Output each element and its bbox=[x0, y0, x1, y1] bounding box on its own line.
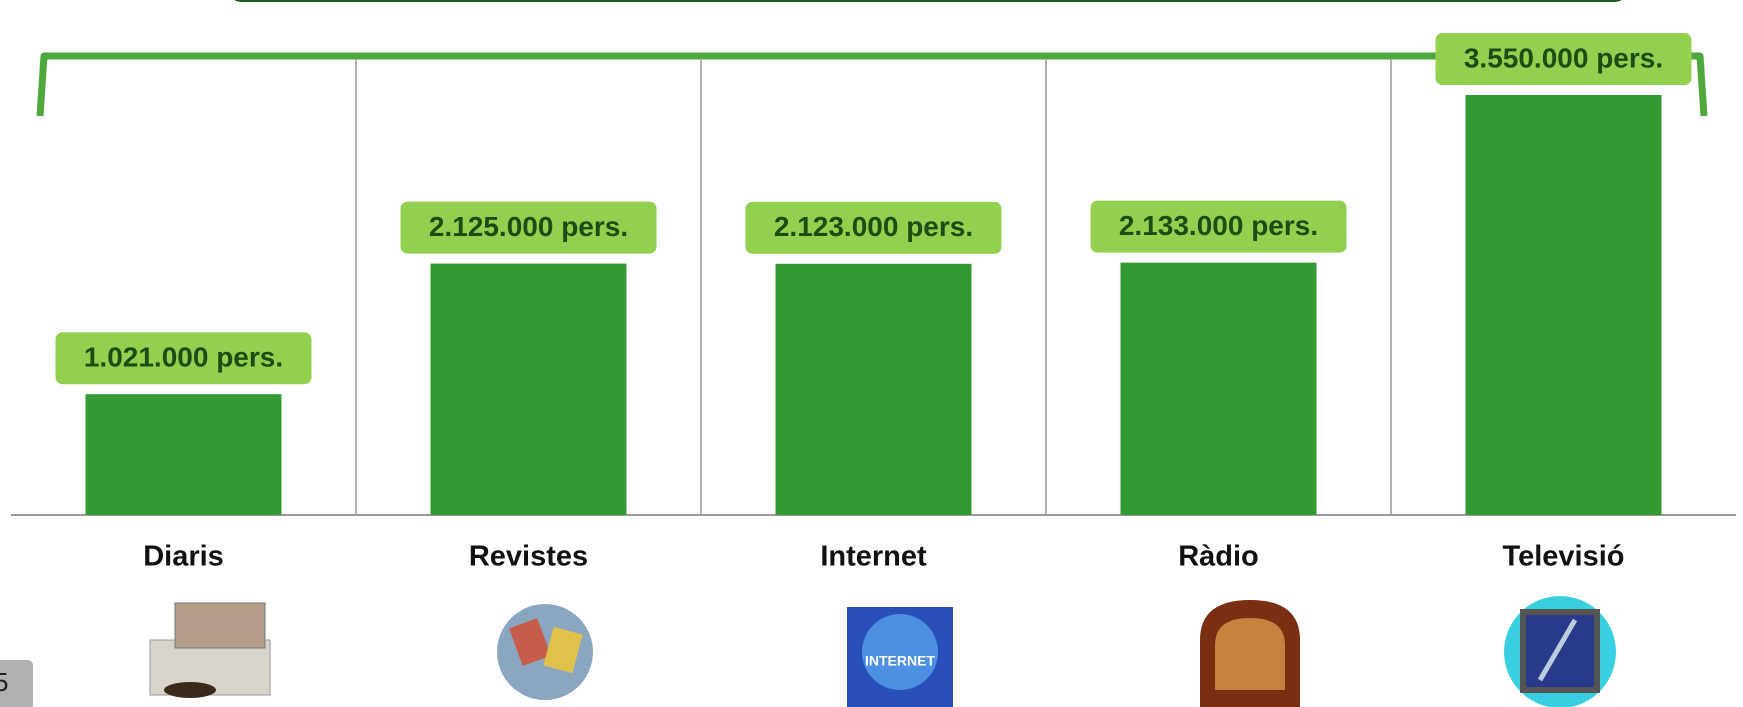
bar bbox=[1120, 262, 1317, 515]
newspaper-icon bbox=[149, 602, 271, 698]
x-tick-label: Televisió bbox=[1503, 541, 1625, 573]
value-label: 2.125.000 pers. bbox=[429, 211, 628, 242]
value-label-box bbox=[1435, 33, 1692, 85]
svg-text:INTERNET: INTERNET bbox=[865, 653, 935, 669]
value-label-box bbox=[1090, 200, 1347, 253]
page-number-box bbox=[0, 660, 33, 707]
page-number: 5 bbox=[0, 667, 8, 697]
x-tick-label: Diaris bbox=[143, 541, 224, 573]
x-tick-label: Revistes bbox=[469, 541, 588, 573]
magazines-icon bbox=[497, 604, 593, 700]
tv-icon bbox=[1504, 596, 1616, 707]
value-label: 1.021.000 pers. bbox=[84, 342, 283, 373]
internet-icon: INTERNET bbox=[847, 607, 953, 707]
value-label: 3.550.000 pers. bbox=[1464, 42, 1663, 73]
bar bbox=[85, 394, 282, 515]
bar bbox=[430, 263, 627, 515]
x-tick-label: Internet bbox=[820, 541, 927, 573]
value-label-box bbox=[400, 201, 657, 254]
value-label: 2.123.000 pers. bbox=[774, 211, 973, 242]
value-label-box bbox=[55, 332, 312, 385]
x-tick-label: Ràdio bbox=[1178, 541, 1259, 573]
value-label: 2.133.000 pers. bbox=[1119, 210, 1318, 241]
radio-icon bbox=[1200, 600, 1300, 707]
bar bbox=[1465, 95, 1662, 515]
bracket bbox=[36, 52, 1708, 117]
value-label-box bbox=[745, 201, 1002, 254]
bar bbox=[775, 263, 972, 515]
plot: 1.021.000 pers. Diaris 2.125.000 pers. Revi… bbox=[11, 33, 1736, 573]
